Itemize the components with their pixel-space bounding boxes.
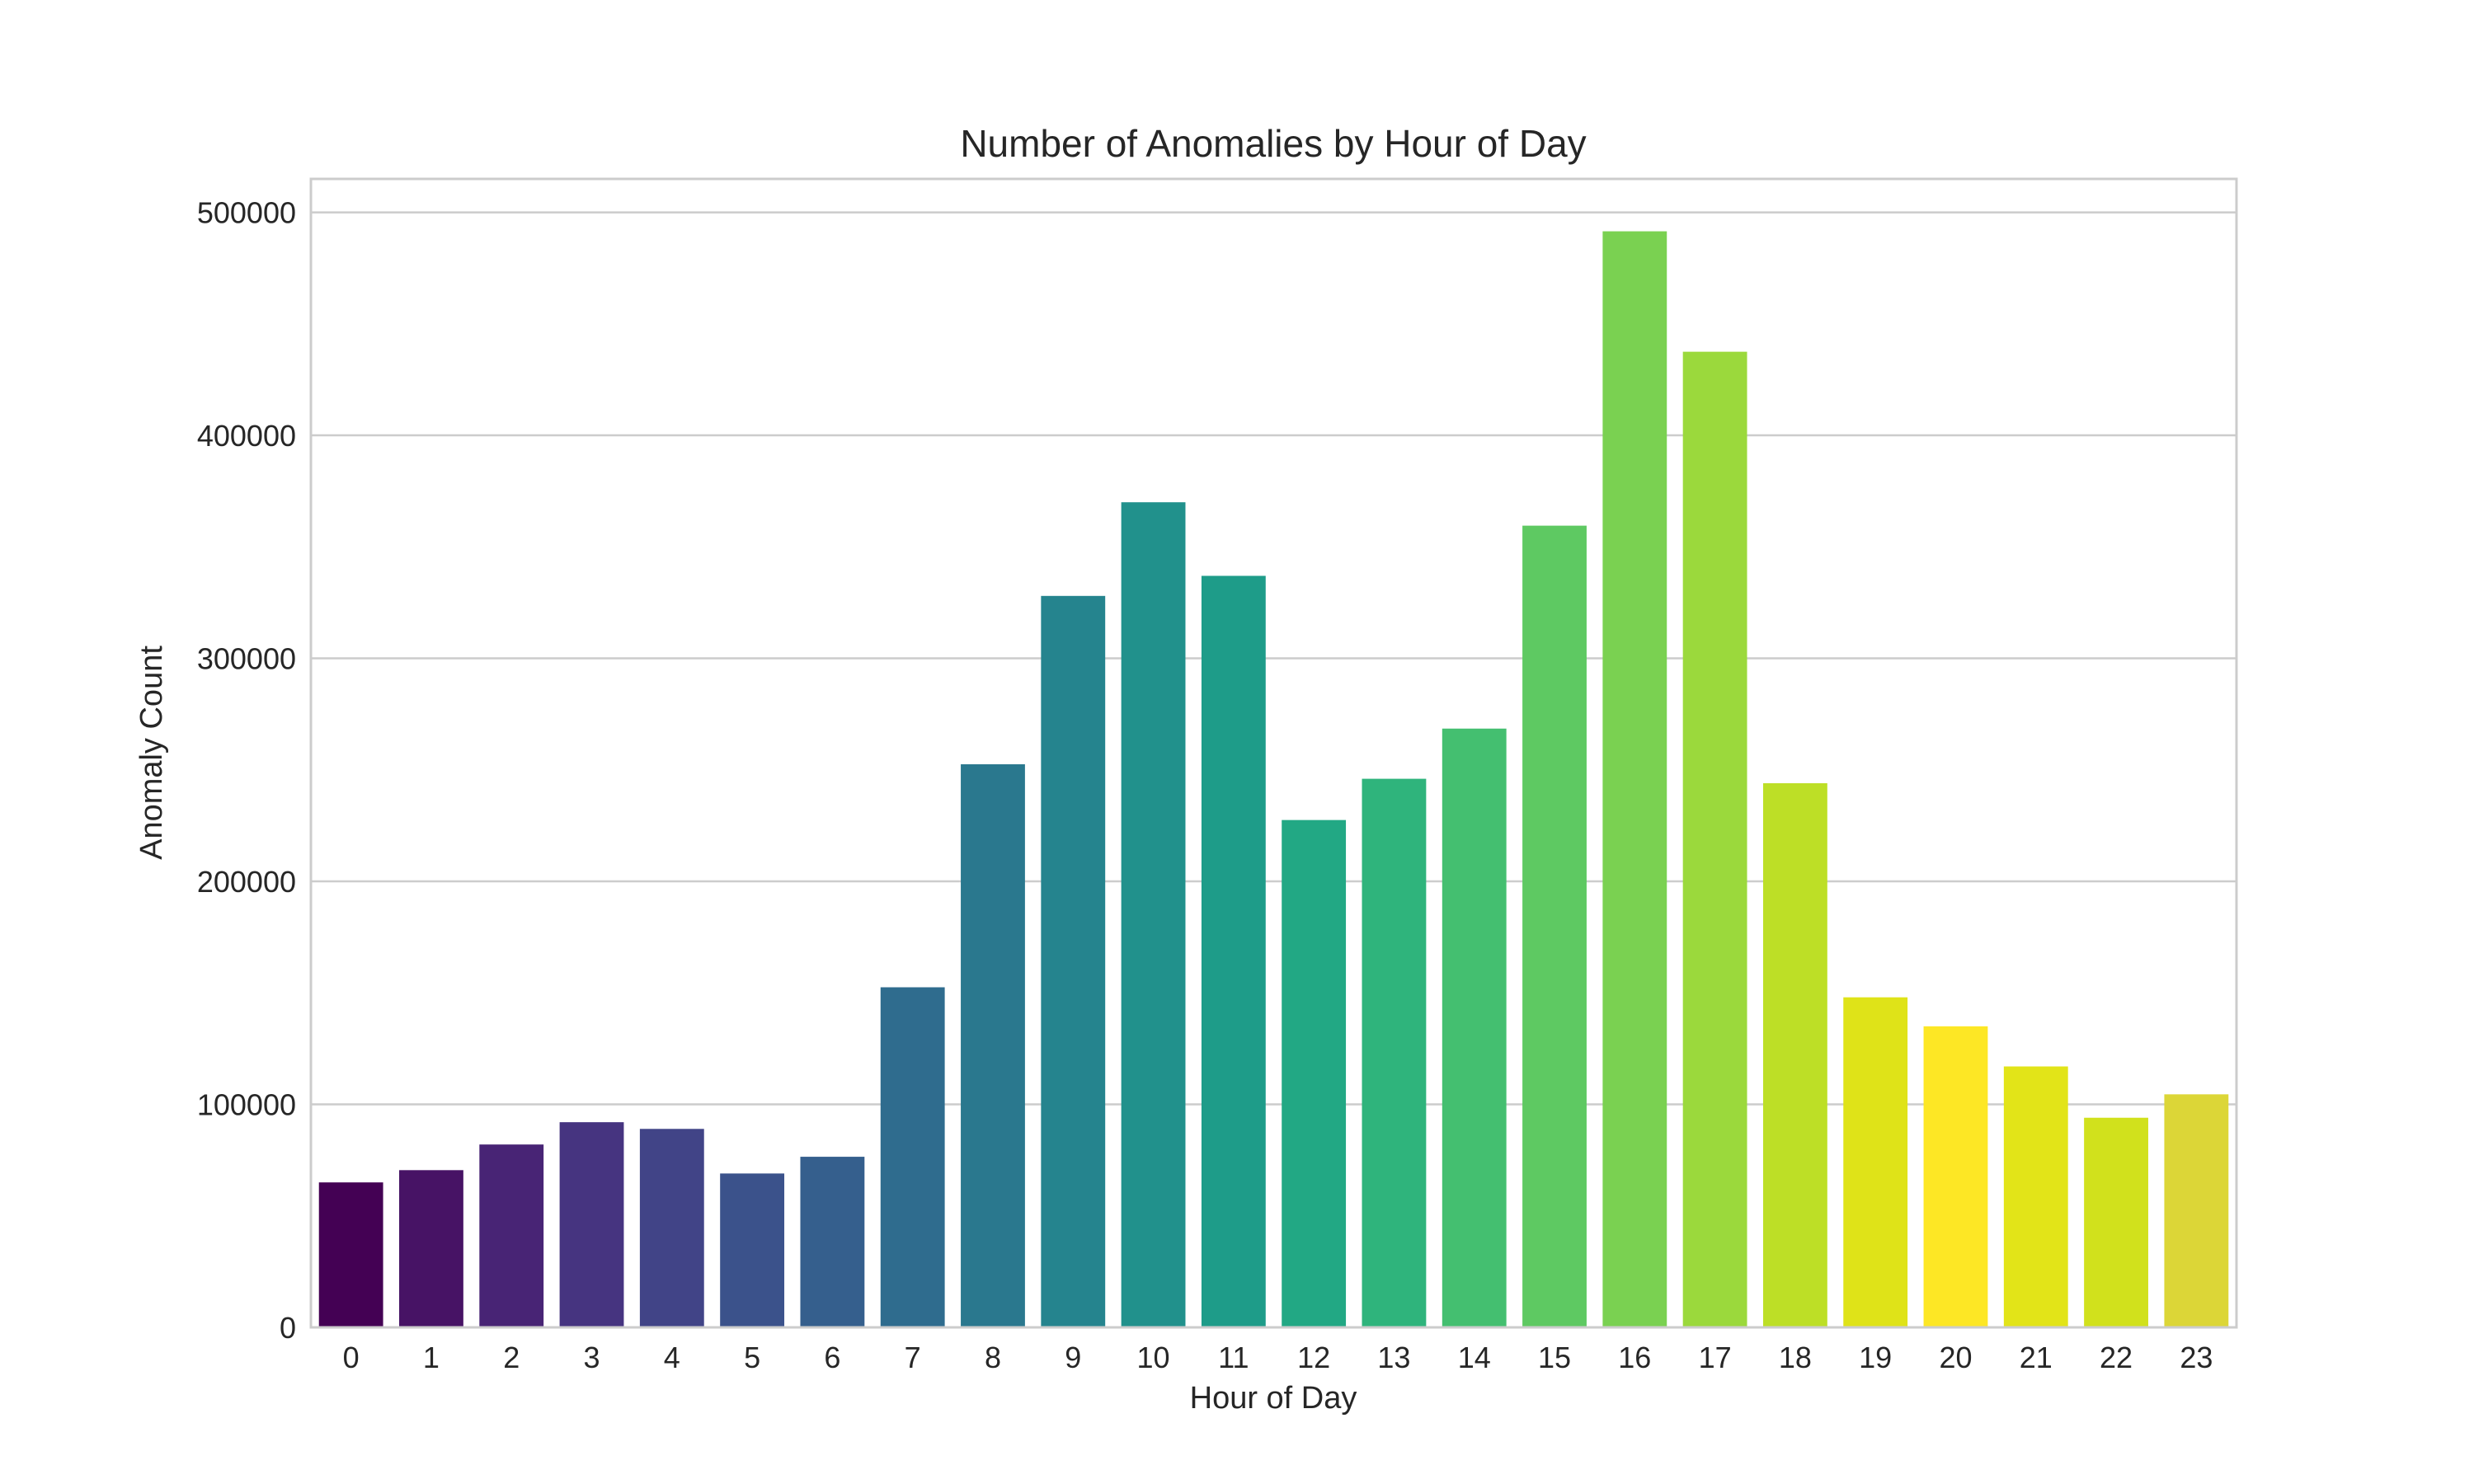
x-tick-label-17: 17	[1699, 1341, 1732, 1374]
x-tick-label-22: 22	[2100, 1341, 2133, 1374]
x-tick-label-8: 8	[985, 1341, 1001, 1374]
x-tick-label-20: 20	[1939, 1341, 1972, 1374]
y-tick-label-1: 100000	[197, 1088, 296, 1122]
x-tick-label-19: 19	[1859, 1341, 1892, 1374]
y-tick-label-2: 200000	[197, 865, 296, 899]
x-tick-label-11: 11	[1218, 1341, 1249, 1374]
bar-hour-11	[1201, 575, 1266, 1327]
bar-hour-3	[559, 1122, 624, 1327]
y-tick-labels: 0 100000 200000 300000 400000 500000	[197, 196, 296, 1345]
bar-hour-9	[1041, 595, 1106, 1327]
bar-hour-22	[2084, 1117, 2148, 1327]
bar-hour-17	[1682, 351, 1747, 1327]
x-tick-label-2: 2	[503, 1341, 520, 1374]
bar-hour-0	[318, 1182, 383, 1327]
x-tick-label-9: 9	[1065, 1341, 1081, 1374]
bar-hour-12	[1282, 819, 1347, 1327]
bar-hour-7	[880, 987, 945, 1327]
bar-hour-5	[720, 1173, 785, 1327]
plot-frame	[309, 177, 2238, 1329]
chart-title: Number of Anomalies by Hour of Day	[960, 122, 1586, 165]
x-tick-label-6: 6	[824, 1341, 840, 1374]
bar-hour-16	[1602, 231, 1667, 1327]
bar-hour-6	[800, 1157, 865, 1327]
bar-hour-18	[1762, 783, 1827, 1327]
x-tick-label-18: 18	[1779, 1341, 1812, 1374]
x-tick-label-13: 13	[1377, 1341, 1410, 1374]
x-tick-label-14: 14	[1458, 1341, 1491, 1374]
bar-hour-21	[2003, 1066, 2068, 1327]
y-axis-label: Anomaly Count	[134, 646, 169, 860]
x-tick-label-10: 10	[1137, 1341, 1170, 1374]
x-tick-label-1: 1	[423, 1341, 440, 1374]
y-tick-label-3: 300000	[197, 642, 296, 676]
bar-hour-8	[961, 764, 1025, 1327]
bar-hour-10	[1121, 502, 1186, 1327]
x-tick-label-0: 0	[343, 1341, 360, 1374]
x-tick-label-23: 23	[2180, 1341, 2213, 1374]
bar-hour-20	[1923, 1026, 1988, 1327]
x-axis-label: Hour of Day	[1190, 1381, 1357, 1416]
x-tick-label-4: 4	[664, 1341, 680, 1374]
bar-hour-1	[399, 1170, 463, 1327]
bar-hour-15	[1522, 525, 1587, 1327]
bars	[318, 231, 2229, 1327]
bar-hour-4	[639, 1129, 704, 1327]
x-tick-label-16: 16	[1618, 1341, 1651, 1374]
x-tick-label-7: 7	[905, 1341, 921, 1374]
x-tick-label-3: 3	[584, 1341, 600, 1374]
y-tick-label-4: 400000	[197, 419, 296, 453]
bar-hour-23	[2164, 1094, 2229, 1327]
x-tick-labels: 0 1 2 3 4 5 6 7 8 9 10 11 12 13 14 15 16 17 18 19 20 21 22 23	[343, 1341, 2213, 1374]
x-tick-label-12: 12	[1297, 1341, 1330, 1374]
bar-hour-14	[1442, 728, 1507, 1327]
y-tick-label-5: 500000	[197, 196, 296, 230]
x-tick-label-21: 21	[2020, 1341, 2053, 1374]
bar-hour-13	[1362, 778, 1427, 1327]
y-tick-label-0: 0	[280, 1311, 296, 1345]
x-tick-label-15: 15	[1538, 1341, 1571, 1374]
bar-hour-2	[479, 1144, 544, 1327]
bar-hour-19	[1843, 997, 1908, 1327]
x-tick-label-5: 5	[744, 1341, 760, 1374]
